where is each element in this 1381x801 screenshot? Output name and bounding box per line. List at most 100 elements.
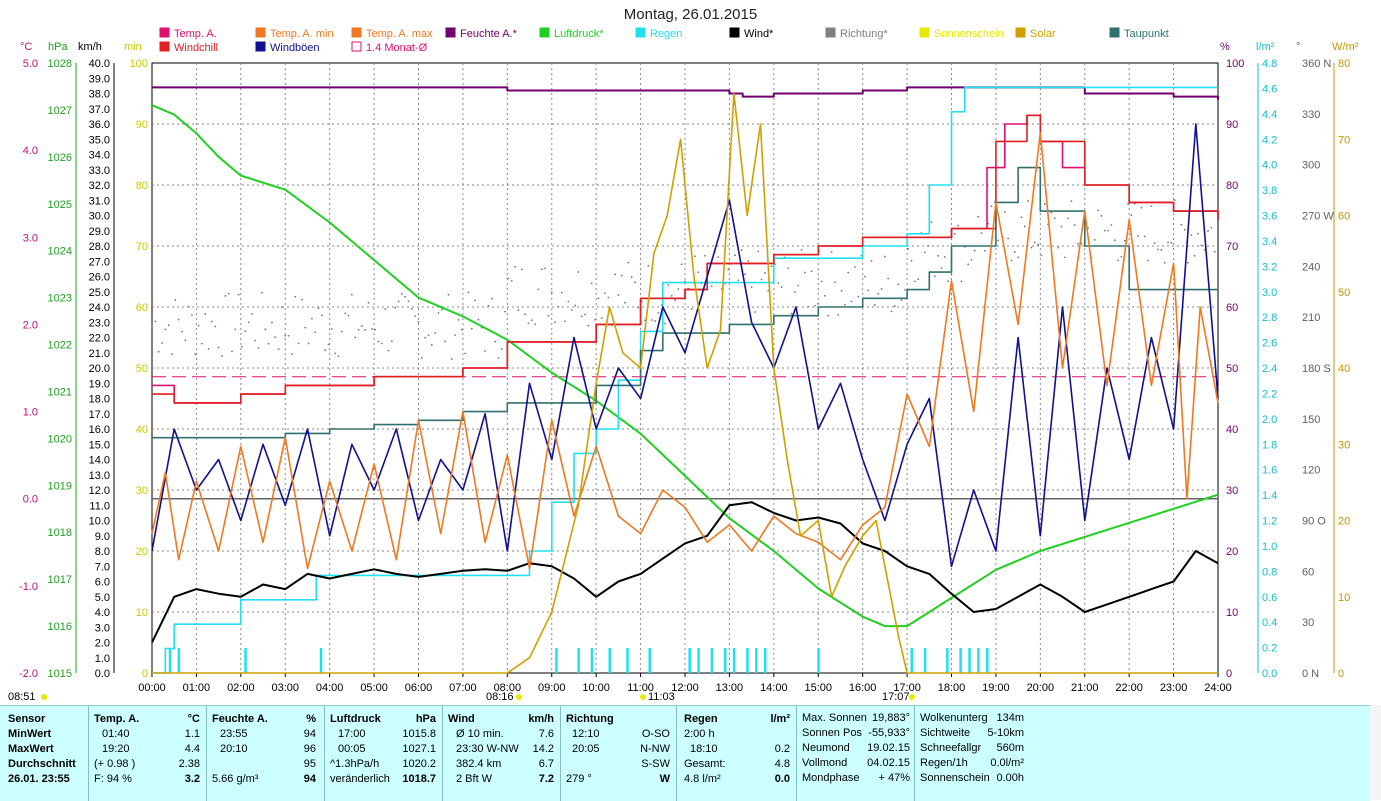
x-tick-label: 13:00 — [716, 682, 744, 694]
y-tick-label-min: 50 — [136, 363, 148, 375]
direction-point — [1167, 241, 1169, 244]
direction-point — [903, 289, 906, 291]
y-tick-label-kmh: 14.0 — [89, 455, 110, 467]
direction-point — [494, 340, 497, 343]
legend-swatch — [159, 27, 170, 38]
direction-point — [241, 345, 243, 348]
y-tick-label-lm2: 4.0 — [1262, 160, 1277, 172]
stats-cell: Max. Sonnen — [802, 712, 867, 724]
y-tick-label-kmh: 8.0 — [95, 546, 110, 558]
direction-point — [554, 321, 556, 324]
y-tick-label-kmh: 2.0 — [95, 638, 110, 650]
direction-point — [867, 289, 870, 292]
direction-point — [674, 299, 676, 301]
y-tick-label-celsius: 3.0 — [23, 232, 38, 244]
direction-point — [497, 356, 500, 359]
stats-cell: 2:00 h — [684, 728, 715, 740]
stats-cell: S-SW — [641, 758, 670, 770]
y-tick-label-lm2: 1.8 — [1262, 439, 1277, 451]
stats-cell: Gesamt: — [684, 758, 726, 770]
event-label-sunset: 17:07 — [882, 691, 910, 703]
direction-point — [910, 259, 913, 262]
stats-cell: 20:10 — [220, 743, 248, 755]
y-tick-label-deg: 60 — [1302, 566, 1314, 578]
rain-event-bar — [977, 648, 980, 673]
direction-point — [1180, 223, 1183, 226]
y-tick-label-kmh: 32.0 — [89, 180, 110, 192]
direction-point — [1030, 246, 1033, 249]
direction-point — [980, 232, 983, 234]
direction-point — [1147, 259, 1149, 262]
y-tick-label-kmh: 29.0 — [89, 226, 110, 238]
y-tick-label-kmh: 28.0 — [89, 241, 110, 253]
x-tick-label: 22:00 — [1115, 682, 1143, 694]
y-tick-label-lm2: 2.8 — [1262, 312, 1277, 324]
y-tick-label-min: 10 — [136, 607, 148, 619]
direction-point — [1207, 230, 1209, 232]
direction-point — [1200, 244, 1203, 247]
direction-point — [1033, 241, 1036, 244]
direction-point — [624, 301, 626, 304]
y-tick-label-hpa: 1023 — [48, 293, 72, 305]
direction-point — [177, 318, 180, 321]
rain-event-bar — [763, 648, 767, 673]
direction-point — [197, 324, 200, 327]
direction-point — [1213, 250, 1216, 253]
y-tick-label-hpa: 1026 — [48, 152, 72, 164]
rain-event-bar — [817, 648, 820, 673]
direction-point — [900, 299, 903, 302]
direction-point — [1123, 239, 1126, 242]
direction-point — [770, 265, 773, 268]
direction-point — [863, 275, 866, 278]
y-tick-label-kmh: 4.0 — [95, 607, 110, 619]
legend-label: Richtung* — [840, 28, 888, 40]
stats-cell: 2 Bft W — [456, 773, 493, 785]
direction-point — [204, 313, 207, 315]
stats-regen: Regen l/m² 2:00 h 18:10 0.2 Gesamt: 4.8 4.8… — [684, 712, 790, 787]
stats-richtung: Richtung 12:10 O-SO 20:05 N-NW S-SW 279 ° W — [566, 712, 670, 787]
event-label-sunrise: 08:16 — [486, 691, 514, 703]
direction-point — [560, 291, 563, 294]
y-tick-label-celsius: 0.0 — [23, 494, 38, 506]
direction-point — [1003, 211, 1006, 213]
rain-event-bar — [168, 648, 172, 673]
direction-point — [790, 312, 793, 315]
y-tick-label-lm2: 0.4 — [1262, 617, 1277, 629]
direction-point — [1027, 200, 1030, 202]
y-tick-label-hpa: 1018 — [48, 527, 72, 539]
stats-cell: 382.4 km — [456, 758, 502, 770]
stats-wind-unit: km/h — [528, 713, 554, 725]
direction-point — [800, 249, 803, 251]
direction-point — [291, 353, 293, 356]
direction-point — [837, 313, 840, 316]
direction-point — [231, 350, 233, 353]
x-tick-label: 01:00 — [183, 682, 211, 694]
direction-point — [1140, 206, 1143, 209]
direction-point — [470, 327, 473, 330]
rain-event-bar — [688, 648, 691, 673]
y-tick-label-kmh: 30.0 — [89, 211, 110, 223]
stats-luftdruck: Luftdruck hPa 17:00 1015.8 00:05 1027.1 ^1.… — [330, 712, 436, 787]
stats-cell: 4.8 — [774, 758, 790, 770]
direction-point — [317, 307, 320, 309]
direction-point — [221, 355, 223, 358]
y-tick-label-kmh: 5.0 — [95, 592, 110, 604]
stats-cell: ^1.3hPa/h — [330, 758, 380, 770]
stats-cell: Regen/1h — [920, 757, 968, 769]
y-tick-label-hpa: 1022 — [48, 340, 72, 352]
y-tick-label-deg: 360 N — [1302, 58, 1331, 70]
direction-point — [390, 340, 393, 343]
stats-cell: W — [659, 773, 670, 785]
stats-cell: 96 — [303, 743, 316, 755]
direction-point — [957, 224, 960, 227]
direction-point — [374, 328, 377, 331]
stats-wind-header: Wind — [448, 713, 475, 725]
direction-point — [824, 294, 826, 297]
chart-title: Montag, 26.01.2015 — [623, 6, 758, 23]
x-tick-label: 09:00 — [538, 682, 566, 694]
direction-point — [1053, 217, 1056, 220]
y-tick-label-kmh: 15.0 — [89, 439, 110, 451]
rain-event-bar — [910, 648, 914, 673]
direction-point — [510, 279, 513, 282]
stats-cell: 7.6 — [538, 728, 554, 740]
